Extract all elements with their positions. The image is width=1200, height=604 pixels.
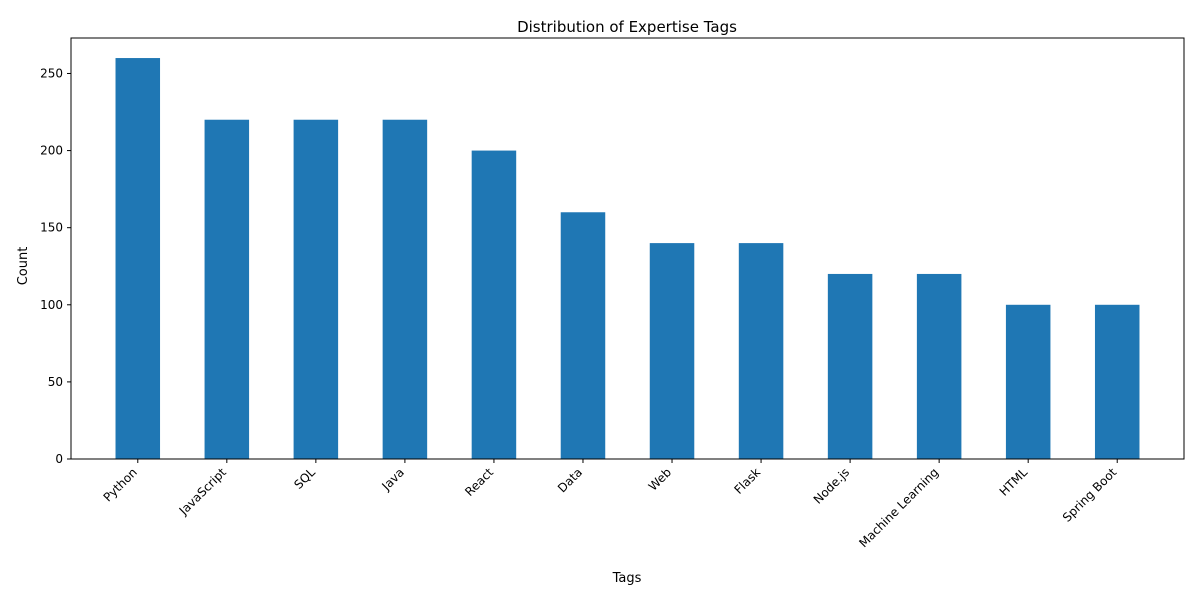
bar-html	[1005, 304, 1051, 459]
y-tick-label: 250	[40, 66, 63, 80]
x-tick-label: React	[462, 465, 496, 499]
x-tick-label: Java	[378, 465, 407, 494]
x-tick-label: Flask	[732, 465, 764, 497]
bar-machine-learning	[916, 273, 962, 459]
chart-title: Distribution of Expertise Tags	[517, 18, 737, 36]
x-tick-label: Python	[101, 465, 140, 504]
x-tick-label: Web	[646, 465, 674, 493]
x-tick-label: Data	[555, 465, 585, 495]
bar-python	[115, 58, 161, 460]
bar-web	[649, 243, 695, 459]
bar-java	[382, 119, 428, 459]
bar-node-js	[827, 273, 873, 459]
x-tick-label: JavaScript	[176, 465, 229, 518]
y-tick-label: 0	[55, 452, 63, 466]
x-tick-label: Spring Boot	[1060, 465, 1120, 525]
y-tick-label: 50	[48, 375, 63, 389]
y-tick-label: 150	[40, 221, 63, 235]
plot-frame	[70, 37, 1185, 460]
x-tick-label: SQL	[291, 465, 318, 492]
bar-data	[560, 212, 606, 459]
y-axis-label: Count	[16, 247, 31, 286]
bar-javascript	[204, 119, 250, 459]
bar-spring-boot	[1094, 304, 1140, 459]
x-tick-label: Node.js	[811, 465, 853, 507]
y-axis-ticks: 0 50 100 150 200 250	[40, 66, 71, 466]
y-tick-label: 200	[40, 144, 63, 158]
x-tick-label: Machine Learning	[856, 465, 941, 550]
x-tick-label: HTML	[997, 465, 1031, 499]
bars-group	[115, 58, 1140, 460]
y-tick-label: 100	[40, 298, 63, 312]
x-axis-ticks: Python JavaScript SQL Java React Data Web Flask…	[101, 459, 1120, 550]
bar-react	[471, 150, 517, 460]
bar-flask	[738, 243, 784, 459]
bar-sql	[293, 119, 339, 459]
x-axis-label: Tags	[612, 571, 642, 586]
